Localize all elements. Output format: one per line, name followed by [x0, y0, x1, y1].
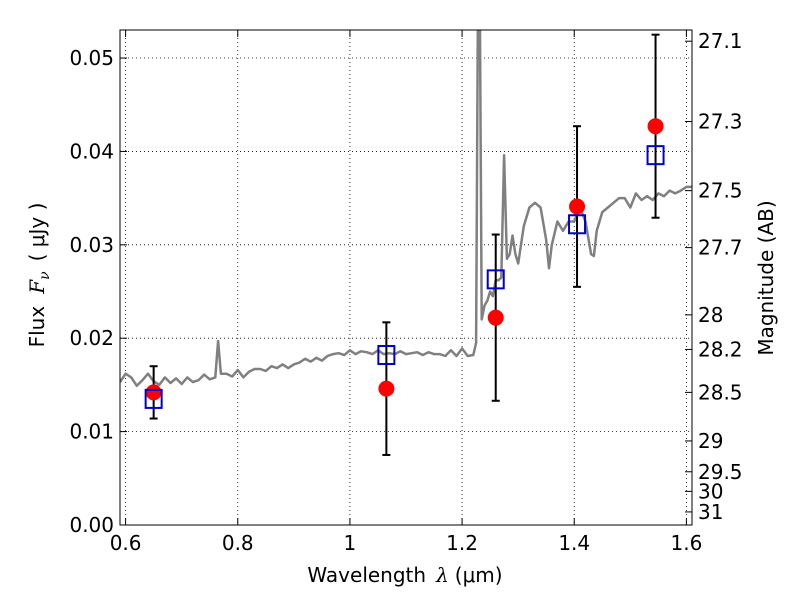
x-tick-label: 1: [344, 531, 357, 555]
y-tick-label: 0.03: [69, 233, 114, 257]
x-tick-label: 0.6: [110, 531, 142, 555]
model-point: [144, 388, 163, 409]
y2-tick-label: 28: [698, 303, 723, 327]
observed-point: [647, 118, 664, 135]
y-tick-label: 0.04: [69, 139, 114, 163]
observed-point: [487, 309, 504, 326]
x-axis-title: Wavelength λ (μm): [307, 563, 502, 587]
x-tick-label: 1.2: [446, 531, 478, 555]
y2-tick-label: 28.2: [698, 337, 743, 361]
observed-point: [378, 380, 395, 397]
y-axis-title-symbol: F: [25, 279, 49, 295]
observed-point: [569, 198, 586, 215]
model-point: [568, 214, 587, 235]
y-tick-label: 0.00: [69, 513, 114, 537]
y2-tick-label: 27.3: [698, 110, 743, 134]
axes: 0.6 0.8 1 1.2 1.4 1.6 0.00 0.01 0.02 0.03 0.04 0.05…: [69, 29, 742, 555]
spectrum-line: [120, 30, 692, 388]
y-axis-title-text: Flux: [25, 306, 49, 348]
y2-tick-label: 28.5: [698, 380, 743, 404]
y2-axis-title: Magnitude (AB): [754, 200, 778, 355]
y-tick-label: 0.05: [69, 46, 114, 70]
x-tick-label: 1.4: [558, 531, 590, 555]
model-point: [377, 345, 396, 366]
grid: [120, 30, 692, 525]
y2-tick-label: 29: [698, 429, 723, 453]
y2-tick-label: 27.7: [698, 236, 743, 260]
y-axis-title: Flux Fν ( μJy ): [25, 203, 53, 348]
y2-tick-label: 29.5: [698, 460, 743, 484]
model-point: [486, 269, 505, 290]
x-tick-label: 0.8: [222, 531, 254, 555]
y-tick-label: 0.01: [69, 420, 114, 444]
y2-tick-label: 27.1: [698, 29, 743, 53]
y2-tick-label: 30: [698, 479, 723, 503]
y-axis-title-subscript: ν: [37, 271, 53, 280]
plot-area: [120, 30, 692, 456]
y-tick-label: 0.02: [69, 326, 114, 350]
x-axis-title-text: Wavelength: [307, 563, 426, 587]
plot-frame: [119, 29, 693, 526]
model-point: [646, 145, 665, 166]
x-axis-title-unit: (μm): [455, 563, 503, 587]
x-axis-title-symbol: λ: [435, 563, 449, 587]
y-axis-title-unit: ( μJy ): [25, 203, 49, 262]
y2-tick-label: 31: [698, 500, 723, 524]
y2-tick-label: 27.5: [698, 179, 743, 203]
observed-point: [145, 384, 162, 401]
x-tick-label: 1.6: [670, 531, 702, 555]
